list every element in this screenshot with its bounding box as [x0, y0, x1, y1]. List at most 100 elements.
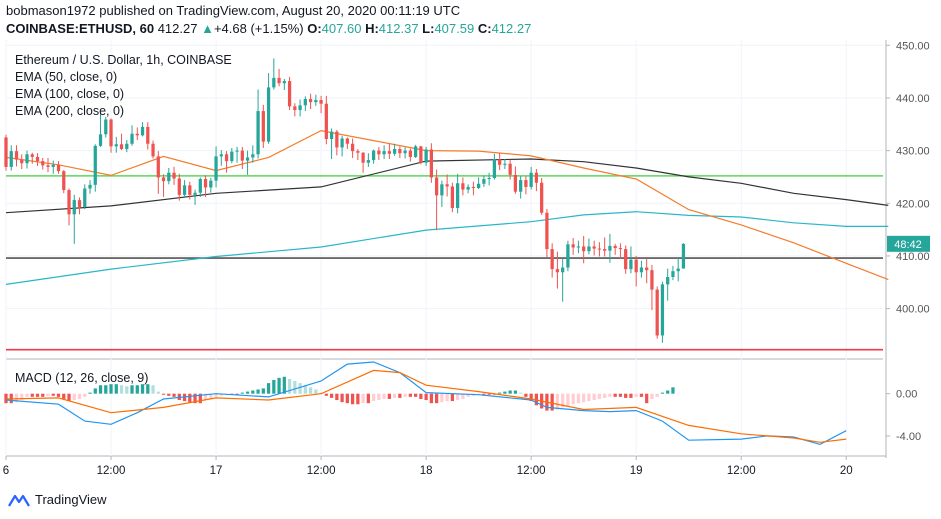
candle-body	[377, 150, 381, 155]
chart-title: Ethereum / U.S. Dollar, 1h, COINBASE	[15, 53, 232, 67]
time-tick-label: 12:00	[727, 465, 756, 477]
macd-histogram-bar	[251, 390, 255, 394]
tradingview-footer[interactable]: TradingView	[8, 492, 107, 507]
macd-histogram-bar	[366, 393, 370, 404]
macd-histogram-bar	[429, 393, 433, 404]
macd-histogram-bar	[413, 393, 418, 397]
candle-body	[387, 151, 391, 154]
candle-body	[240, 150, 244, 161]
macd-histogram-bar	[419, 393, 423, 399]
macd-histogram-bar	[67, 393, 71, 402]
candle-body	[624, 249, 628, 270]
candle-body	[188, 185, 192, 195]
macd-histogram-bar	[308, 387, 313, 394]
macd-histogram-bar	[566, 393, 570, 407]
brand-name: TradingView	[35, 492, 107, 507]
candle-body	[519, 180, 523, 192]
time-tick-label: 12:00	[517, 465, 546, 477]
candle-body	[482, 179, 486, 184]
candle-body	[235, 150, 239, 152]
time-tick-label: 12:00	[307, 465, 336, 477]
candle-body	[634, 259, 638, 273]
candle-body	[524, 180, 528, 187]
macd-histogram-bar	[25, 393, 29, 397]
candle-body	[629, 259, 633, 270]
candle-body	[456, 183, 460, 209]
macd-histogram-bar	[618, 393, 623, 397]
macd-histogram-bar	[335, 393, 339, 401]
macd-histogram-bar	[450, 393, 455, 402]
candle-body	[151, 143, 155, 157]
candle-body	[77, 200, 82, 207]
candle-body	[340, 138, 344, 148]
candle-body	[20, 159, 24, 164]
macd-histogram-bar	[639, 393, 644, 397]
candle-body	[335, 131, 339, 148]
candle-body	[224, 154, 229, 162]
macd-histogram-bar	[303, 385, 307, 394]
candle-body	[308, 98, 313, 103]
macd-histogram-bar	[424, 393, 428, 401]
macd-histogram-bar	[671, 387, 675, 394]
candle-body	[597, 248, 602, 250]
candle-body	[146, 126, 150, 144]
macd-line	[5, 361, 847, 446]
candle-body	[329, 131, 334, 140]
macd-histogram-bar	[403, 393, 407, 397]
macd-histogram-bar	[519, 392, 523, 394]
candle-body	[214, 156, 218, 181]
legend-macd: MACD (12, 26, close, 9)	[15, 371, 149, 385]
macd-histogram-bar	[256, 389, 260, 394]
candle-body	[83, 188, 87, 207]
candle-body	[4, 137, 8, 167]
macd-histogram-bar	[356, 393, 360, 405]
candle-body	[345, 138, 349, 144]
macd-histogram-bar	[456, 393, 460, 401]
price-tick-label: 400.00	[896, 304, 930, 316]
macd-histogram-bar	[146, 384, 150, 394]
macd-histogram-bar	[119, 385, 124, 394]
candle-body	[272, 77, 276, 88]
macd-histogram-bar	[550, 393, 554, 411]
candle-body	[177, 178, 181, 195]
macd-histogram-bar	[314, 389, 318, 394]
candle-body	[371, 150, 376, 161]
macd-histogram-bar	[125, 386, 129, 394]
macd-histogram-bar	[35, 393, 40, 397]
ema50-line	[5, 129, 889, 281]
candle-body	[466, 186, 470, 190]
candle-body	[582, 246, 586, 252]
candle-body	[98, 134, 103, 146]
time-tick-label: 20	[840, 465, 853, 477]
candle-body	[645, 267, 649, 271]
candle-body	[230, 151, 234, 162]
macd-histogram-bar	[482, 393, 486, 395]
macd-histogram-bar	[324, 393, 328, 396]
open-value: 407.60	[321, 21, 362, 36]
candle-body	[413, 146, 418, 157]
macd-histogram-bar	[62, 393, 66, 399]
macd-histogram-bar	[293, 381, 297, 394]
macd-histogram-bar	[624, 393, 628, 398]
macd-histogram-bar	[261, 388, 265, 394]
macd-histogram-bar	[104, 385, 108, 394]
candle-body	[25, 154, 29, 164]
macd-histogram-bar	[587, 393, 591, 402]
macd-histogram-bar	[156, 391, 160, 394]
candle-body	[618, 248, 623, 250]
candle-body	[603, 249, 607, 251]
last-price: 412.27	[157, 21, 198, 36]
candle-body	[282, 81, 286, 84]
candle-body	[109, 119, 113, 147]
macd-histogram-bar	[72, 393, 76, 401]
candle-body	[56, 164, 61, 172]
time-tick-label: 12:00	[97, 465, 126, 477]
candle-body	[35, 156, 40, 162]
candle-body	[461, 183, 465, 190]
candle-body	[324, 103, 328, 140]
price-tick-label: 450.00	[896, 40, 930, 52]
candle-body	[513, 174, 518, 192]
macd-histogram-bar	[582, 393, 586, 403]
low-value: 407.59	[434, 21, 475, 36]
